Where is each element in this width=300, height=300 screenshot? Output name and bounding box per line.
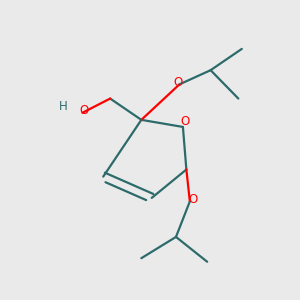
Text: O: O bbox=[188, 193, 197, 206]
Text: O: O bbox=[173, 76, 182, 89]
Text: O: O bbox=[80, 104, 89, 118]
Text: H: H bbox=[59, 100, 68, 113]
Text: O: O bbox=[180, 115, 189, 128]
